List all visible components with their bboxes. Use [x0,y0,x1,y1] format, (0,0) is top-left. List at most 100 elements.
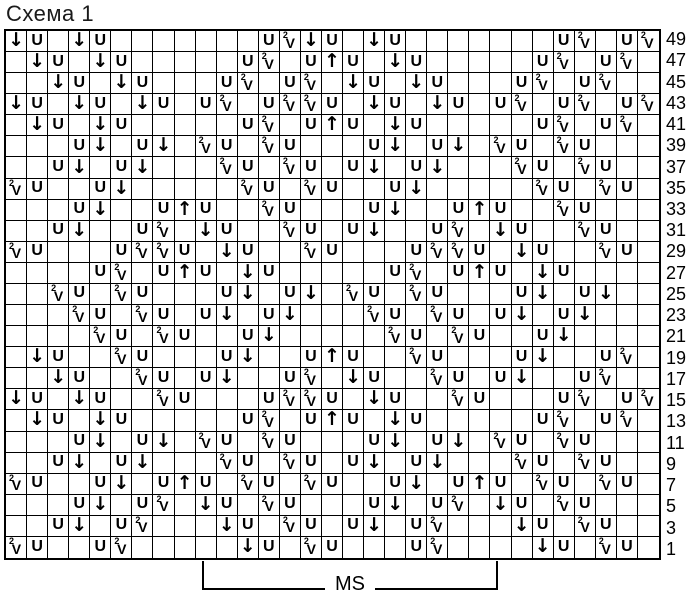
chart-cell [511,473,533,495]
arrow-down-symbol: ↓ [92,199,109,220]
chart-cell: U [300,452,322,474]
chart-cell [616,452,638,474]
chart-cell [6,452,28,474]
chart-cell: ↓ [511,368,533,390]
chart-cell [574,241,596,263]
u-yarnover-symbol: U [557,474,570,492]
chart-cell: U [406,515,428,537]
chart-cell [279,178,301,200]
arrow-down-symbol: ↓ [260,326,277,347]
chart-cell [532,305,554,327]
u-yarnover-symbol: U [52,158,64,175]
chart-cell [469,31,491,53]
v2-digit: 2 [577,31,583,40]
v2-digit: 2 [261,199,267,209]
chart-cell [216,473,238,495]
chart-cell: U [279,368,301,390]
v2-digit: 2 [409,262,415,272]
u-yarnover-symbol: U [621,474,633,492]
chart-cell [490,115,512,137]
u-yarnover-symbol: U [305,158,317,175]
v2-digit: 2 [556,431,562,441]
u-yarnover-symbol: U [600,221,612,239]
chart-cell: U [195,305,217,327]
chart-cell [448,157,470,179]
chart-cell: U [216,283,238,306]
chart-cell: U [90,305,112,327]
chart-cell [195,241,217,263]
chart-cell [111,220,133,242]
chart-cell [616,515,638,537]
chart-cell [490,241,512,263]
u-yarnover-symbol: U [347,52,359,70]
chart-cell [216,326,238,348]
chart-cell [343,241,365,263]
chart-cell [6,283,28,306]
v2-letter: V [622,350,632,367]
v2-digit: 2 [303,241,309,251]
chart-cell [48,199,70,221]
chart-cell [490,157,512,179]
chart-cell: U [385,31,407,53]
u-yarnover-symbol: U [178,389,191,407]
v2-letter: V [411,350,422,367]
chart-cell: ↓ [195,494,217,516]
v2-digit: 2 [598,73,604,83]
u-yarnover-symbol: U [31,474,43,492]
u-yarnover-symbol: U [73,495,85,513]
chart-cell: U [69,136,91,158]
row-number: 41 [666,114,687,135]
u-yarnover-symbol: U [263,179,275,197]
u-yarnover-symbol: U [410,453,423,471]
chart-cell [427,410,449,432]
chart-cell: U [553,178,575,200]
u-yarnover-symbol: U [52,410,64,428]
v2-digit: 2 [9,473,15,483]
u-yarnover-symbol: U [515,495,528,513]
chart-cell [175,536,196,558]
v2-digit: 2 [240,178,246,188]
v2-letter: V [454,245,464,262]
chart-cell: U [427,136,449,158]
chart-cell [490,73,512,95]
v2-letter: V [285,34,295,51]
chart-cell: ↓ [237,283,259,306]
chart-cell: ↓ [427,157,449,179]
chart-cell: U [385,305,407,327]
u-yarnover-symbol: U [220,73,233,91]
v2-letter: V [580,34,590,51]
v2-letter: V [559,435,569,452]
u-yarnover-symbol: U [347,221,359,239]
arrow-down-symbol: ↓ [408,73,425,94]
arrow-down-symbol: ↓ [92,136,109,157]
chart-cell: ↓ [385,115,407,137]
chart-cell [574,262,596,284]
v2-digit: 2 [282,220,288,230]
v2-digit: 2 [156,389,162,399]
u-yarnover-symbol: U [115,158,128,175]
row-number: 49 [666,29,687,50]
v2-letter: V [117,541,127,558]
chart-cell: U [279,494,301,516]
row-number: 19 [666,347,687,368]
v2-digit: 2 [261,136,267,146]
u-yarnover-symbol: U [52,115,64,133]
chart-cell: ↓ [69,157,91,179]
v2-digit: 2 [9,178,15,188]
u-yarnover-symbol: U [368,495,380,513]
chart-cell [90,347,112,369]
chart-cell: ↓ [27,52,49,74]
chart-cell: U [364,73,386,95]
arrow-down-symbol: ↓ [134,452,151,473]
u-yarnover-symbol: U [452,368,465,386]
u-yarnover-symbol: U [515,73,528,91]
v2-digit: 2 [346,283,352,293]
